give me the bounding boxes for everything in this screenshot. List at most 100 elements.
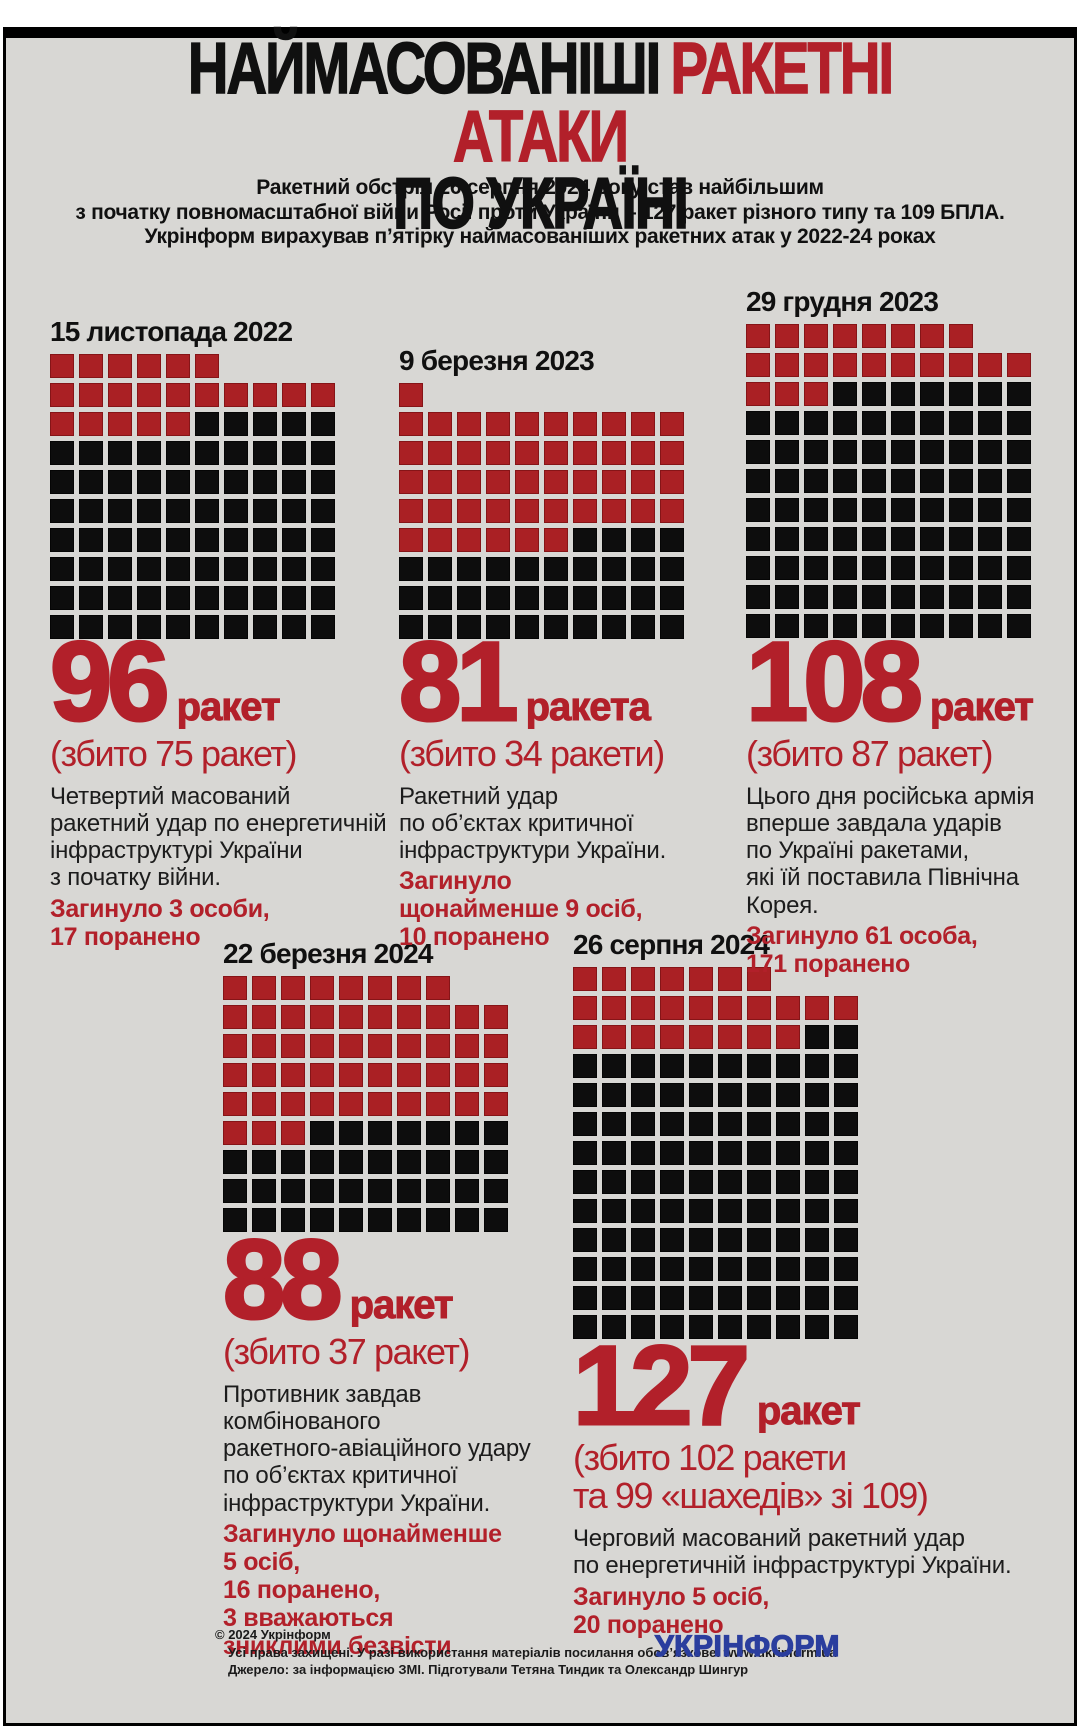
missile-square-intercepted <box>660 1083 684 1107</box>
missile-square-intercepted <box>282 586 306 610</box>
missile-square-intercepted <box>920 382 944 406</box>
missile-square-hit <box>311 383 335 407</box>
missile-square-hit <box>252 1092 276 1116</box>
missile-square-hit <box>368 1092 392 1116</box>
missile-square-hit <box>602 1025 626 1049</box>
missile-count-row: 96 ракет <box>49 624 395 739</box>
waffle-grid <box>50 354 335 639</box>
missile-square-intercepted <box>718 1286 742 1310</box>
missile-square-hit <box>484 1092 508 1116</box>
missile-square-hit <box>660 499 684 523</box>
missile-square-intercepted <box>660 1170 684 1194</box>
missile-square-intercepted <box>978 440 1002 464</box>
missile-square-intercepted <box>833 527 857 551</box>
missile-square-intercepted <box>689 1228 713 1252</box>
missile-square-intercepted <box>399 615 423 639</box>
missile-square-hit <box>281 1034 305 1058</box>
missile-square-hit <box>573 441 597 465</box>
attack-chart-9-mar-2023: 9 березня 2023 <box>399 345 684 644</box>
missile-square-hit <box>399 528 423 552</box>
missile-square-intercepted <box>602 615 626 639</box>
missile-square-intercepted <box>920 498 944 522</box>
missile-square-hit <box>457 412 481 436</box>
missile-square-intercepted <box>775 440 799 464</box>
missile-square-intercepted <box>746 411 770 435</box>
missile-square-intercepted <box>718 1054 742 1078</box>
missile-square-intercepted <box>428 586 452 610</box>
missile-square-intercepted <box>891 411 915 435</box>
missile-square-intercepted <box>631 1170 655 1194</box>
missile-square-intercepted <box>1007 527 1031 551</box>
missile-square-hit <box>631 996 655 1020</box>
missile-square-intercepted <box>573 1170 597 1194</box>
missile-square-intercepted <box>50 441 74 465</box>
missile-square-hit <box>79 354 103 378</box>
missile-square-intercepted <box>224 412 248 436</box>
missile-square-intercepted <box>805 1112 829 1136</box>
missile-square-intercepted <box>544 557 568 581</box>
intercepted-label: (збито 34 ракети) <box>399 733 665 774</box>
missile-square-intercepted <box>804 614 828 638</box>
missile-square-intercepted <box>137 615 161 639</box>
missile-square-intercepted <box>50 586 74 610</box>
missile-square-intercepted <box>253 412 277 436</box>
missile-square-hit <box>457 499 481 523</box>
missile-square-hit <box>718 967 742 991</box>
missile-square-intercepted <box>862 614 886 638</box>
missile-square-intercepted <box>805 1083 829 1107</box>
missile-square-intercepted <box>602 1054 626 1078</box>
missile-square-hit <box>949 324 973 348</box>
missile-square-hit <box>166 412 190 436</box>
missile-square-intercepted <box>862 556 886 580</box>
missile-square-intercepted <box>949 614 973 638</box>
missile-square-intercepted <box>805 1257 829 1281</box>
missile-square-intercepted <box>631 1257 655 1281</box>
missile-square-intercepted <box>573 1199 597 1223</box>
missile-square-intercepted <box>978 498 1002 522</box>
missile-square-intercepted <box>223 1150 247 1174</box>
missile-square-intercepted <box>776 1141 800 1165</box>
missile-square-hit <box>631 1025 655 1049</box>
missile-square-hit <box>428 528 452 552</box>
missile-square-intercepted <box>50 615 74 639</box>
missile-square-hit <box>252 1121 276 1145</box>
missile-square-intercepted <box>281 1179 305 1203</box>
missile-square-intercepted <box>311 499 335 523</box>
subtitle-line: Ракетний обстріл 26 серпня 2024 року ста… <box>256 176 824 199</box>
missile-square-hit <box>252 1005 276 1029</box>
page-title: НАЙМАСОВАНІШІ РАКЕТНІ АТАКИ ПО УКРАЇНІ <box>119 32 961 241</box>
missile-square-intercepted <box>311 528 335 552</box>
missile-square-intercepted <box>602 1170 626 1194</box>
missile-square-intercepted <box>689 1286 713 1310</box>
missile-square-hit <box>515 499 539 523</box>
missile-square-intercepted <box>484 1208 508 1232</box>
missile-count-row: 127 ракет <box>572 1328 1043 1443</box>
missile-square-intercepted <box>195 412 219 436</box>
missile-square-intercepted <box>631 1112 655 1136</box>
missile-square-hit <box>689 967 713 991</box>
missile-square-intercepted <box>776 1083 800 1107</box>
missile-square-hit <box>457 470 481 494</box>
missile-square-intercepted <box>426 1179 450 1203</box>
missile-square-intercepted <box>79 470 103 494</box>
missile-square-intercepted <box>253 499 277 523</box>
missile-square-intercepted <box>50 528 74 552</box>
missile-square-intercepted <box>253 470 277 494</box>
missile-square-intercepted <box>689 1083 713 1107</box>
missile-square-intercepted <box>689 1112 713 1136</box>
missile-square-intercepted <box>79 615 103 639</box>
missile-square-intercepted <box>978 614 1002 638</box>
missile-square-hit <box>223 1121 247 1145</box>
missile-square-intercepted <box>397 1121 421 1145</box>
missile-square-intercepted <box>660 528 684 552</box>
chart-date: 26 серпня 2024 <box>573 929 770 960</box>
missile-square-intercepted <box>862 382 886 406</box>
subtitle-line: Укрінформ вирахував п’ятірку наймасовані… <box>144 225 936 249</box>
attack-stats-29-dec-2023: 108 ракет (збито 87 ракет) Цього дня росі… <box>745 624 1080 978</box>
missile-square-hit <box>544 499 568 523</box>
ukrinform-logo: УКРІНФОРМ <box>654 1629 841 1663</box>
missile-square-intercepted <box>660 1141 684 1165</box>
missile-square-intercepted <box>631 586 655 610</box>
missile-square-hit <box>573 412 597 436</box>
missile-square-hit <box>544 470 568 494</box>
